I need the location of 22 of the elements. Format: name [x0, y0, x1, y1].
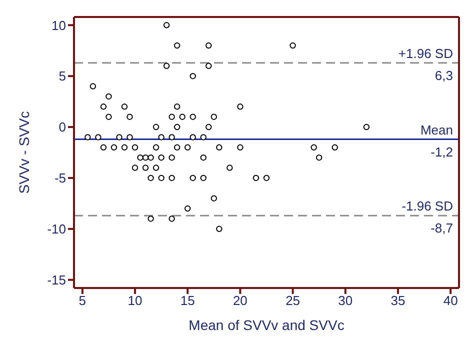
annotation: -8,7: [430, 220, 453, 236]
x-tick-label: 30: [338, 293, 353, 308]
x-tick-label: 15: [180, 293, 195, 308]
ref-line-label: Mean: [420, 122, 453, 138]
x-tick-label: 5: [78, 293, 86, 308]
y-tick-label: 5: [58, 68, 66, 84]
x-tick-label: 40: [443, 293, 458, 308]
x-tick-label: 10: [128, 293, 142, 308]
annotation: -1,2: [430, 144, 453, 160]
x-tick-label: 20: [232, 293, 248, 308]
y-tick-label: 10: [52, 18, 66, 33]
y-tick-label: 0: [58, 120, 66, 135]
x-axis-title: Mean of SVVv and SVVc: [188, 317, 344, 333]
y-tick-label: -15: [47, 272, 66, 288]
ref-line-label: -1.96 SD: [402, 198, 453, 214]
ref-line-label: +1.96 SD: [398, 46, 453, 61]
x-tick-label: 25: [286, 293, 300, 308]
y-axis-title: SVVv - SVVc: [16, 111, 32, 194]
annotation: 6,3: [434, 68, 453, 83]
y-tick-label: -10: [47, 222, 66, 237]
y-tick-label: -5: [54, 170, 66, 186]
x-tick-label: 35: [390, 293, 406, 308]
